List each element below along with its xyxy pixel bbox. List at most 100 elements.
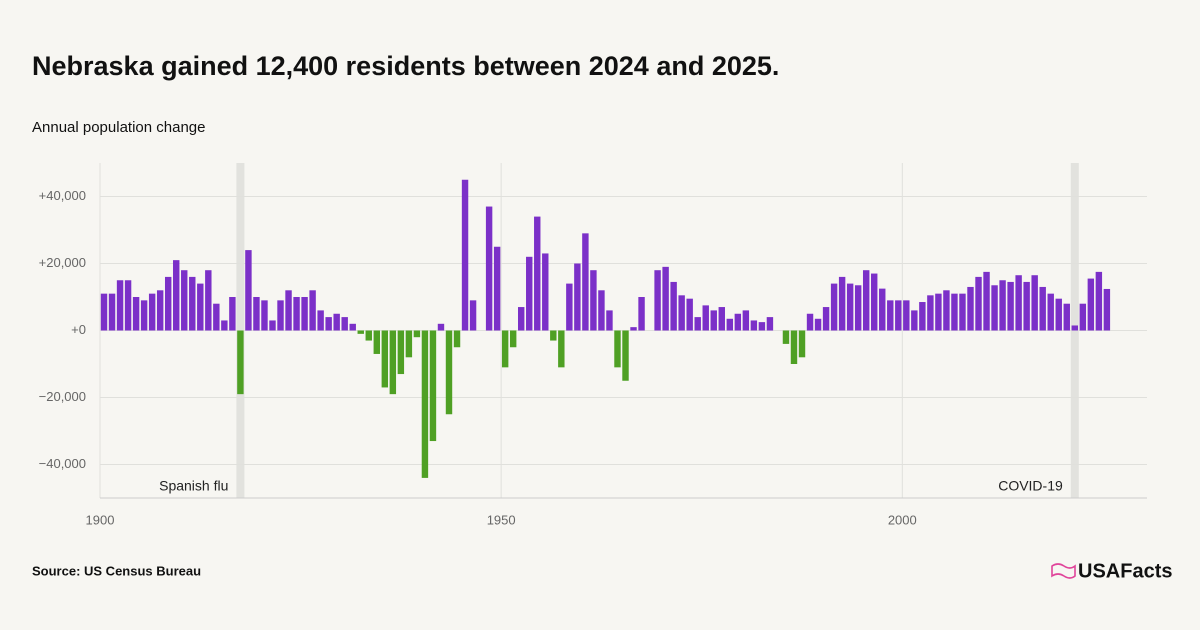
bar <box>1055 298 1062 331</box>
bar <box>879 288 886 331</box>
bar <box>493 246 501 331</box>
bar <box>694 317 701 331</box>
bar <box>638 297 645 331</box>
bar <box>895 300 902 331</box>
bar <box>253 297 260 331</box>
bar <box>501 330 509 368</box>
bar <box>245 250 252 331</box>
bar <box>887 300 894 331</box>
bar <box>181 270 188 331</box>
bar <box>269 320 276 331</box>
bar <box>189 276 196 331</box>
bar <box>445 330 453 415</box>
bar <box>100 293 108 331</box>
bar <box>871 273 878 331</box>
bar <box>790 330 798 364</box>
x-tick-label: 2000 <box>888 512 917 527</box>
bar <box>670 281 677 331</box>
bar <box>1063 303 1070 331</box>
bar <box>1079 303 1087 331</box>
bar <box>798 330 806 358</box>
logo: USAFacts <box>1051 560 1172 582</box>
bar <box>862 270 870 331</box>
bar <box>598 290 605 331</box>
bar <box>517 307 525 331</box>
bar <box>854 285 862 331</box>
bar <box>325 317 332 331</box>
bar <box>277 300 284 331</box>
bar <box>164 276 172 331</box>
bar <box>1039 286 1046 331</box>
bar <box>365 330 372 341</box>
bar <box>927 295 934 331</box>
bar <box>116 280 124 331</box>
bar <box>197 283 204 331</box>
bar <box>782 330 790 344</box>
bar <box>678 295 685 331</box>
bar <box>397 330 405 375</box>
bar <box>309 290 316 331</box>
bar <box>237 330 244 395</box>
bar <box>654 270 661 331</box>
bar <box>590 270 597 331</box>
bar <box>140 300 148 331</box>
bar <box>229 297 236 331</box>
bar <box>221 320 228 331</box>
bar <box>389 330 397 395</box>
bar <box>806 313 814 331</box>
bar <box>846 283 854 331</box>
bar <box>132 297 140 331</box>
bar <box>526 256 533 331</box>
bar <box>317 310 324 331</box>
y-tick-label: +20,000 <box>39 255 86 270</box>
bar <box>1023 281 1030 331</box>
bar <box>742 310 750 331</box>
bar <box>1095 271 1103 331</box>
bar <box>911 310 918 331</box>
bar <box>469 300 477 331</box>
bar <box>373 330 381 354</box>
bar <box>943 290 950 331</box>
brand: USAFacts <box>1078 560 1172 582</box>
bar <box>1015 275 1022 331</box>
bar <box>285 290 292 331</box>
bar <box>261 300 268 331</box>
bar <box>357 330 364 334</box>
bar <box>349 323 356 331</box>
bar <box>550 330 557 341</box>
bar <box>758 322 766 331</box>
bar <box>293 297 300 331</box>
bar <box>734 313 742 331</box>
bar <box>991 285 998 331</box>
bar <box>951 293 958 331</box>
bar <box>903 300 910 331</box>
bar <box>1007 281 1014 331</box>
bar <box>1031 275 1038 331</box>
bar <box>1071 325 1079 331</box>
highlight-label: Spanish flu <box>159 478 228 494</box>
bar <box>437 323 445 331</box>
bar <box>919 302 926 331</box>
bar <box>935 293 942 331</box>
bar <box>999 280 1006 331</box>
bar <box>686 298 693 331</box>
bar <box>421 330 429 478</box>
y-tick-label: −20,000 <box>39 389 86 404</box>
bar <box>341 317 348 331</box>
bar <box>333 313 340 331</box>
bar <box>766 317 774 331</box>
bar <box>213 303 220 331</box>
bar <box>750 320 758 331</box>
bar <box>702 305 709 331</box>
chart-title: Nebraska gained 12,400 residents between… <box>32 51 779 81</box>
bar <box>566 283 573 331</box>
bar <box>662 266 669 331</box>
bar <box>582 233 589 331</box>
y-tick-label: +40,000 <box>39 188 86 203</box>
bar <box>558 330 565 368</box>
bar <box>614 330 621 368</box>
highlight-label: COVID-19 <box>998 478 1063 494</box>
bar <box>630 327 637 331</box>
y-tick-label: −40,000 <box>39 456 86 471</box>
